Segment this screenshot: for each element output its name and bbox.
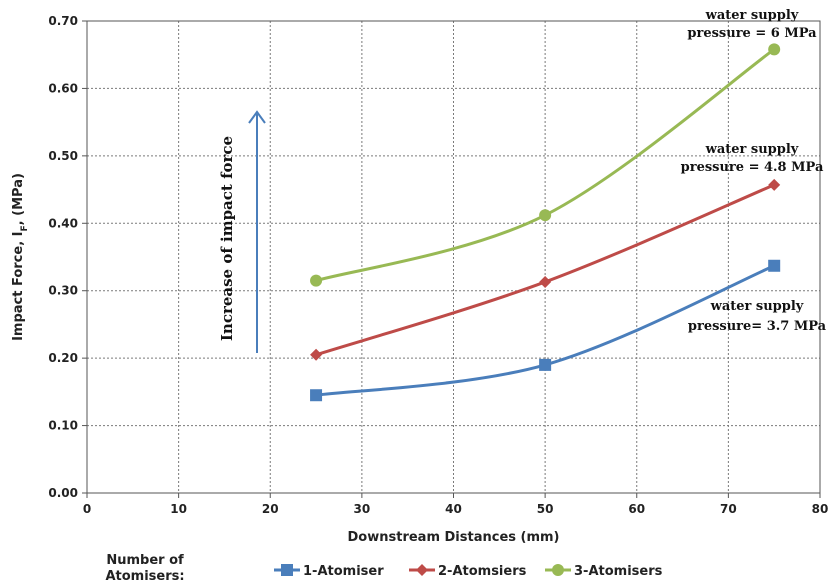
x-tick-label: 60 [628,502,645,516]
annotation-mid-line2: pressure = 4.8 MPa [681,160,824,175]
annotation-mid: water supply pressure = 4.8 MPa [681,142,824,175]
data-point [768,178,781,191]
legend-items: 1-Atomiser 2-Atomsiers 3-Atomisers [274,564,663,579]
legend-item-3: 3-Atomisers [545,564,663,579]
data-point [310,274,323,287]
annotation-low: water supply pressure= 3.7 MPa [688,299,827,334]
legend-title-line1: Number of [106,553,184,568]
x-tick-label: 40 [445,502,462,516]
y-tick-label: 0.10 [48,419,78,433]
x-tick-label: 20 [262,502,279,516]
annotation-low-line1: water supply [710,299,804,314]
annotation-top-line1: water supply [705,8,799,23]
data-point [768,259,781,272]
y-axis-title: Impact Force, IF, (MPa) [11,173,30,341]
increase-arrow: Increase of impact force [218,110,266,353]
x-tick-label: 70 [720,502,737,516]
y-tick-label: 0.60 [48,81,78,95]
y-tick-label: 0.40 [48,216,78,230]
series-lines [310,43,781,402]
y-tick-label: 0.20 [48,351,78,365]
legend: Number of Atomisers: 1-Atomiser 2-Atomsie… [105,553,662,584]
x-tick-label: 80 [812,502,828,516]
grid [87,21,820,493]
data-point [310,348,323,361]
y-axis-ticks: 0.00 0.10 0.20 0.30 0.40 0.50 0.60 0.70 [48,14,87,500]
x-tick-label: 0 [83,502,91,516]
legend-title-line2: Atomisers: [105,569,184,584]
y-tick-label: 0.30 [48,284,78,298]
x-axis-ticks: 0 10 20 30 40 50 60 70 80 [83,493,828,516]
data-point [539,209,552,222]
legend-label: 2-Atomsiers [438,564,527,579]
x-tick-label: 50 [537,502,554,516]
y-tick-label: 0.00 [48,486,78,500]
data-point [539,275,552,288]
data-point [310,389,323,402]
x-tick-label: 30 [354,502,371,516]
legend-item-1: 1-Atomiser [274,564,384,579]
y-tick-label: 0.50 [48,149,78,163]
legend-swatch-marker [281,564,293,576]
annotation-top-line2: pressure = 6 MPa [687,26,817,41]
legend-label: 1-Atomiser [303,564,384,579]
arrow-label: Increase of impact force [218,136,236,341]
legend-item-2: 2-Atomsiers [409,564,527,579]
data-point [768,43,781,56]
series-2 [310,178,781,361]
annotation-low-line2: pressure= 3.7 MPa [688,319,827,334]
data-point [539,358,552,371]
legend-swatch-marker [416,564,428,576]
series-3 [310,43,781,287]
arrow-up-icon [248,110,266,124]
x-axis-title: Downstream Distances (mm) [348,530,560,545]
y-tick-label: 0.70 [48,14,78,28]
legend-swatch-marker [552,564,564,576]
series-1 [310,259,781,402]
annotation-mid-line1: water supply [705,142,799,157]
x-tick-label: 10 [170,502,187,516]
annotation-top: water supply pressure = 6 MPa [687,8,817,41]
legend-label: 3-Atomisers [574,564,663,579]
